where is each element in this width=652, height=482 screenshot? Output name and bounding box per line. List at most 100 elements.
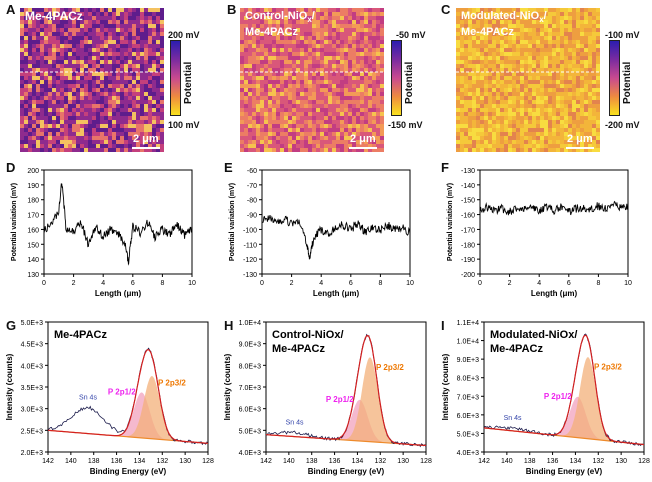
map-pixel bbox=[588, 116, 592, 120]
map-pixel bbox=[352, 84, 356, 88]
map-pixel bbox=[548, 112, 552, 116]
map-pixel bbox=[244, 8, 248, 12]
map-pixel bbox=[280, 52, 284, 56]
map-pixel bbox=[320, 72, 324, 76]
map-pixel bbox=[28, 100, 32, 104]
map-pixel bbox=[568, 40, 572, 44]
y-tick-label: 140 bbox=[27, 257, 39, 264]
map-pixel bbox=[276, 108, 280, 112]
map-pixel bbox=[320, 84, 324, 88]
map-pixel bbox=[488, 124, 492, 128]
map-pixel bbox=[544, 64, 548, 68]
map-pixel bbox=[380, 40, 384, 44]
map-pixel bbox=[260, 76, 264, 80]
map-pixel bbox=[320, 116, 324, 120]
map-pixel bbox=[324, 100, 328, 104]
map-pixel bbox=[564, 116, 568, 120]
map-pixel bbox=[20, 24, 24, 28]
map-pixel bbox=[116, 104, 120, 108]
map-pixel bbox=[84, 12, 88, 16]
map-pixel bbox=[108, 104, 112, 108]
map-pixel bbox=[352, 136, 356, 140]
map-pixel bbox=[592, 44, 596, 48]
map-pixel bbox=[348, 60, 352, 64]
map-pixel bbox=[40, 84, 44, 88]
map-pixel bbox=[288, 56, 292, 60]
map-pixel bbox=[288, 88, 292, 92]
map-pixel bbox=[476, 36, 480, 40]
map-pixel bbox=[56, 24, 60, 28]
map-pixel bbox=[108, 80, 112, 84]
map-pixel bbox=[240, 72, 244, 76]
map-pixel bbox=[364, 148, 368, 152]
map-pixel bbox=[592, 12, 596, 16]
map-pixel bbox=[44, 148, 48, 152]
map-pixel bbox=[484, 104, 488, 108]
map-pixel bbox=[380, 120, 384, 124]
map-pixel bbox=[568, 92, 572, 96]
map-pixel bbox=[112, 44, 116, 48]
map-pixel bbox=[160, 120, 164, 124]
map-pixel bbox=[476, 92, 480, 96]
map-pixel bbox=[84, 148, 88, 152]
map-pixel bbox=[588, 8, 592, 12]
map-pixel bbox=[544, 108, 548, 112]
x-tick-label: 140 bbox=[283, 458, 295, 465]
map-pixel bbox=[564, 92, 568, 96]
map-pixel bbox=[128, 60, 132, 64]
map-pixel bbox=[568, 20, 572, 24]
map-pixel bbox=[240, 76, 244, 80]
map-pixel bbox=[532, 20, 536, 24]
map-pixel bbox=[296, 60, 300, 64]
map-pixel bbox=[116, 44, 120, 48]
map-pixel bbox=[308, 112, 312, 116]
map-pixel bbox=[344, 16, 348, 20]
map-pixel bbox=[596, 8, 600, 12]
map-pixel bbox=[540, 136, 544, 140]
map-pixel bbox=[264, 56, 268, 60]
map-pixel bbox=[36, 80, 40, 84]
map-pixel bbox=[460, 8, 464, 12]
map-pixel bbox=[580, 44, 584, 48]
map-pixel bbox=[508, 108, 512, 112]
map-pixel bbox=[248, 48, 252, 52]
map-pixel bbox=[572, 128, 576, 132]
map-pixel bbox=[324, 52, 328, 56]
map-pixel bbox=[108, 92, 112, 96]
map-pixel bbox=[108, 56, 112, 60]
map-pixel bbox=[132, 40, 136, 44]
map-pixel bbox=[52, 16, 56, 20]
map-pixel bbox=[476, 24, 480, 28]
map-pixel bbox=[80, 24, 84, 28]
map-pixel bbox=[44, 20, 48, 24]
map-pixel bbox=[112, 68, 116, 72]
map-pixel bbox=[100, 8, 104, 12]
map-pixel bbox=[328, 60, 332, 64]
map-pixel bbox=[564, 44, 568, 48]
map-pixel bbox=[52, 124, 56, 128]
map-pixel bbox=[528, 24, 532, 28]
map-pixel bbox=[304, 32, 308, 36]
map-pixel bbox=[556, 108, 560, 112]
map-pixel bbox=[372, 64, 376, 68]
map-pixel bbox=[140, 40, 144, 44]
map-pixel bbox=[240, 124, 244, 128]
map-pixel bbox=[272, 132, 276, 136]
map-pixel bbox=[112, 12, 116, 16]
map-pixel bbox=[24, 132, 28, 136]
map-pixel bbox=[104, 76, 108, 80]
map-pixel bbox=[480, 84, 484, 88]
map-pixel bbox=[116, 8, 120, 12]
map-pixel bbox=[304, 72, 308, 76]
map-pixel bbox=[32, 144, 36, 148]
map-pixel bbox=[352, 56, 356, 60]
kpfm-map-me4pacz bbox=[20, 8, 164, 152]
map-pixel bbox=[528, 128, 532, 132]
map-pixel bbox=[288, 124, 292, 128]
map-pixel bbox=[104, 104, 108, 108]
map-pixel bbox=[368, 76, 372, 80]
map-pixel bbox=[152, 144, 156, 148]
map-pixel bbox=[240, 116, 244, 120]
map-pixel bbox=[340, 56, 344, 60]
map-pixel bbox=[348, 32, 352, 36]
